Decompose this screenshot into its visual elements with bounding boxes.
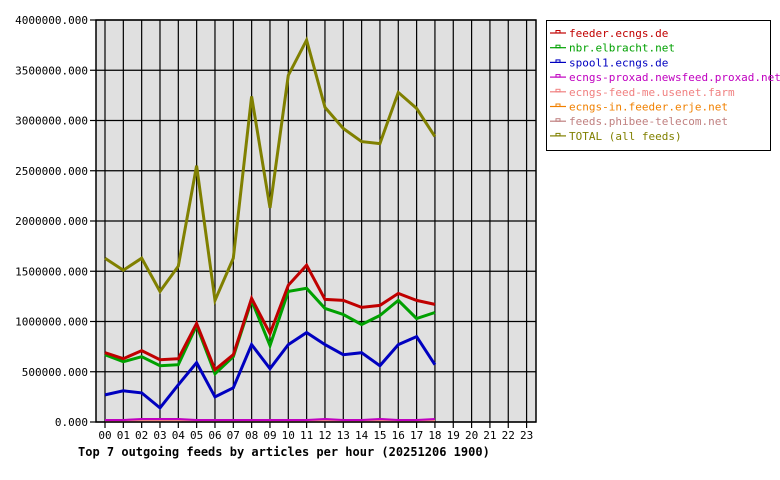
legend-label: ecngs-in.feeder.erje.net	[569, 101, 728, 114]
x-tick-label: 05	[190, 429, 203, 442]
legend-item: feeder.ecngs.de	[550, 27, 668, 40]
legend-item: TOTAL (all feeds)	[550, 130, 682, 143]
y-tick-label: 3500000.000	[15, 64, 88, 77]
x-tick-label: 01	[117, 429, 130, 442]
legend-marker-icon	[555, 103, 561, 107]
x-tick-label: 14	[355, 429, 369, 442]
x-tick-label: 08	[245, 429, 258, 442]
legend-marker-icon	[555, 44, 561, 49]
legend-label: ecngs-proxad.newsfeed.proxad.net	[569, 71, 780, 84]
x-axis: 00 01 02 03 04 05 06 07 08 09 10 11 12 13 14 15 16 17 18 19…	[98, 422, 533, 442]
x-tick-label: 20	[465, 429, 478, 442]
x-tick-label: 13	[337, 429, 350, 442]
series-lines	[104, 36, 437, 423]
y-tick-label: 1000000.000	[15, 316, 88, 329]
legend-label: nbr.elbracht.net	[569, 42, 675, 55]
y-tick-label: 2000000.000	[15, 215, 88, 228]
legend-label: spool1.ecngs.de	[569, 56, 668, 69]
x-tick-label: 19	[447, 429, 460, 442]
legend-item: ecngs-in.feeder.erje.net	[550, 101, 728, 114]
series-line-total-all-feeds-	[104, 36, 437, 306]
x-tick-label: 18	[428, 429, 441, 442]
legend-marker-icon	[555, 74, 561, 78]
x-tick-label: 22	[502, 429, 515, 442]
x-tick-label: 21	[483, 429, 496, 442]
series-line-ecngs-proxad-newsfeed-proxad-net	[105, 417, 435, 421]
x-tick-label: 10	[282, 429, 295, 442]
x-tick-label: 12	[318, 429, 331, 442]
y-tick-label: 0.000	[55, 416, 88, 429]
x-tick-label: 03	[153, 429, 166, 442]
legend: feeder.ecngs.de nbr.elbracht.netspool1.ec…	[546, 20, 780, 151]
legend-item: ecngs-feed-me.usenet.farm	[550, 86, 735, 99]
x-tick-label: 17	[410, 429, 423, 442]
legend-box	[546, 20, 771, 151]
legend-item: spool1.ecngs.de	[550, 56, 668, 69]
plot-frame	[95, 19, 537, 423]
legend-item: nbr.elbracht.net	[550, 42, 675, 55]
series-line-spool1-ecngs-de	[104, 330, 437, 411]
x-tick-label: 16	[392, 429, 405, 442]
x-tick-label: 09	[263, 429, 276, 442]
x-tick-label: 23	[520, 429, 533, 442]
legend-marker-icon	[555, 132, 561, 137]
y-tick-label: 500000.000	[22, 366, 88, 379]
x-tick-label: 15	[373, 429, 386, 442]
x-tick-label: 07	[227, 429, 240, 442]
legend-marker-icon	[555, 88, 561, 93]
legend-label: ecngs-feed-me.usenet.farm	[569, 86, 735, 99]
y-tick-label: 3000000.000	[15, 115, 88, 128]
legend-marker-icon	[555, 30, 561, 34]
y-tick-label: 1500000.000	[15, 265, 88, 278]
chart-title: Top 7 outgoing feeds by articles per hou…	[78, 445, 490, 459]
y-tick-label: 4000000.000	[15, 14, 88, 27]
legend-label: feeder.ecngs.de	[569, 27, 668, 40]
legend-label: feeds.phibee-telecom.net	[569, 115, 728, 128]
legend-marker-icon	[555, 59, 561, 63]
legend-label: TOTAL (all feeds)	[569, 130, 682, 143]
x-tick-label: 04	[172, 429, 186, 442]
series-line-nbr-elbracht-net	[104, 286, 436, 377]
x-tick-label: 06	[208, 429, 221, 442]
x-tick-label: 11	[300, 429, 313, 442]
y-axis: 0.000 500000.000 1000000.000 1500000.000 200…	[15, 14, 96, 429]
legend-marker-icon	[555, 118, 561, 122]
y-tick-label: 2500000.000	[15, 165, 88, 178]
legend-item: feeds.phibee-telecom.net	[550, 115, 728, 128]
legend-item: ecngs-proxad.newsfeed.proxad.net	[550, 71, 780, 84]
x-tick-label: 02	[135, 429, 148, 442]
x-tick-label: 00	[98, 429, 111, 442]
series-line-feeder-ecngs-de	[104, 262, 436, 373]
